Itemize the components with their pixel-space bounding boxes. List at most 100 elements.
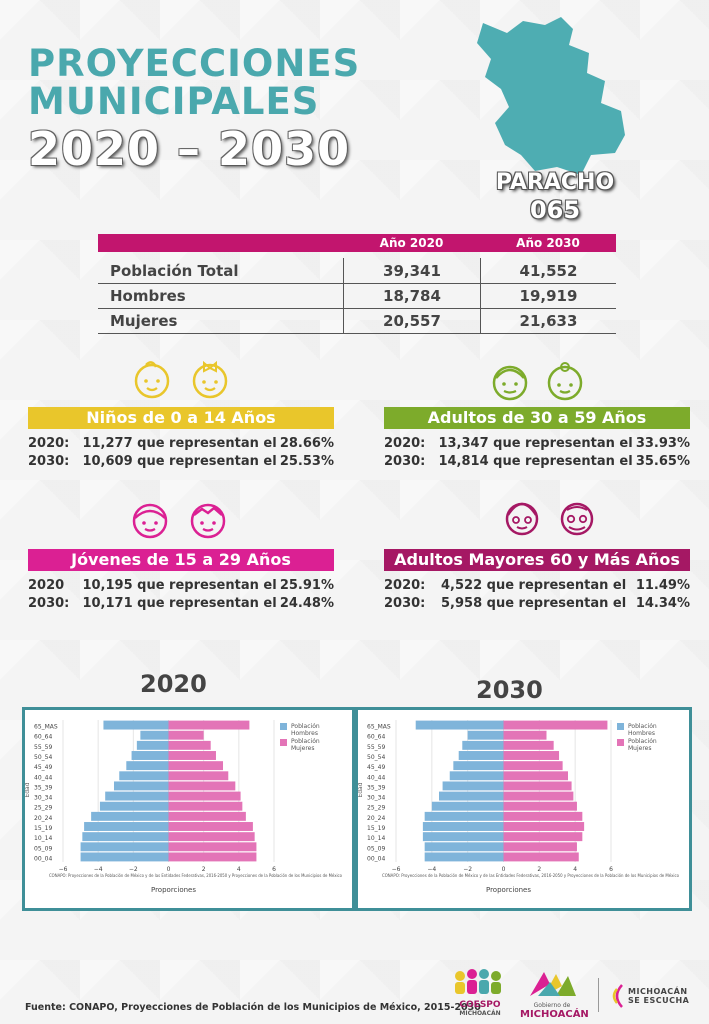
x-tick-label: −4 [427, 866, 436, 873]
gobierno-text: Gobierno de [533, 1002, 571, 1009]
line-percent: 35.65% [635, 454, 690, 469]
gobierno-michoacan-logo: Gobierno de MICHOACÁN [520, 968, 589, 1020]
bar-hombres [119, 771, 169, 781]
young-boy-icon [190, 503, 226, 539]
y-tick-label: 05_09 [34, 845, 52, 852]
elderly-man-icon [560, 502, 594, 536]
bar-mujeres [503, 730, 547, 740]
x-tick-label: −4 [94, 866, 103, 873]
bar-mujeres [503, 801, 577, 811]
line-text: 10,171 que representan el [82, 596, 277, 611]
bar-hombres [458, 751, 504, 760]
bar-mujeres [503, 771, 568, 781]
line-percent: 33.93% [635, 436, 690, 451]
line-text: 10,195 que representan el [82, 578, 277, 593]
bar-mujeres [503, 761, 563, 771]
age-group-adultos: Adultos de 30 a 59 Años 2020: 13,347 que… [384, 407, 690, 472]
y-tick-label: 65_MAS [367, 724, 391, 731]
y-tick-label: 20_24 [34, 815, 52, 822]
age-group-jovenes: Jóvenes de 15 a 29 Años 2020 10,195 que … [28, 549, 334, 614]
line-year: 2020: [28, 436, 70, 451]
bar-mujeres [503, 720, 608, 730]
bar-mujeres [503, 781, 572, 791]
bar-mujeres [503, 852, 579, 862]
bar-hombres [462, 740, 504, 750]
bar-mujeres [503, 751, 560, 760]
y-tick-label: 55_59 [34, 744, 52, 751]
chart-source-note: CONAPO: Proyecciones de la Población de … [49, 873, 342, 878]
bar-mujeres [168, 801, 243, 811]
pyramid-chart-2020: −6 −4 −2 0 2 4 6 00_04 05_09 10_14 15_19 20_24 25_29… [22, 707, 355, 911]
y-axis-label: Edad [358, 782, 364, 797]
chart-title-2020: 2020 [140, 670, 207, 698]
line-text: 11,277 que representan el [82, 436, 277, 451]
age-group-title: Jóvenes de 15 a 29 Años [28, 549, 334, 571]
y-tick-label: 50_54 [367, 754, 385, 761]
michoacan-se-escucha-logo: MICHOACÁN SE ESCUCHA [608, 978, 708, 1014]
source-note: Fuente: CONAPO, Proyecciones de Població… [25, 1002, 481, 1013]
age-group-ninos: Niños de 0 a 14 Años 2020: 11,277 que re… [28, 407, 334, 472]
age-group-line: 2030: 5,958 que representan el 14.34% [384, 596, 690, 614]
bar-hombres [422, 832, 504, 842]
line-year: 2030: [28, 596, 70, 611]
x-tick-label: 6 [609, 866, 613, 873]
adult-man-icon [492, 365, 528, 401]
y-tick-label: 45_49 [34, 764, 52, 771]
line-year: 2030: [384, 596, 426, 611]
se-escucha-line1: MICHOACÁN [628, 987, 688, 996]
y-tick-label: 35_39 [34, 784, 52, 791]
x-tick-label: 0 [502, 866, 506, 873]
x-tick-label: −2 [463, 866, 472, 873]
row-label: Hombres [110, 287, 186, 305]
age-group-line: 2020: 11,277 que representan el 28.66% [28, 436, 334, 454]
y-tick-label: 30_34 [367, 795, 385, 802]
bar-mujeres [168, 822, 253, 831]
logo-divider [598, 978, 599, 1012]
x-axis-label: Proporciones [486, 886, 531, 894]
population-table-header: Año 2020 Año 2030 [98, 234, 616, 252]
line-percent: 28.66% [279, 436, 334, 451]
bar-hombres [467, 730, 504, 740]
bar-hombres [113, 781, 169, 791]
x-tick-label: 0 [167, 866, 171, 873]
y-tick-label: 35_39 [367, 784, 385, 791]
bar-hombres [453, 761, 504, 771]
x-tick-label: 2 [537, 866, 541, 873]
y-tick-label: 50_54 [34, 754, 52, 761]
bar-hombres [103, 720, 169, 730]
bar-mujeres [168, 730, 204, 740]
y-tick-label: 05_09 [367, 845, 385, 852]
pyramid-svg-2030: −6 −4 −2 0 2 4 6 00_04 05_09 10_14 15_19 20_24 25_29… [358, 720, 679, 894]
legend-label-hombres: Población [291, 723, 320, 730]
se-escucha-line2: SE ESCUCHA [628, 996, 690, 1005]
y-tick-label: 60_64 [367, 734, 385, 741]
y-tick-label: 00_04 [34, 855, 52, 862]
legend-swatch-hombres [280, 723, 287, 730]
bar-mujeres [503, 842, 577, 852]
bar-mujeres [503, 832, 583, 842]
y-tick-label: 10_14 [34, 835, 52, 842]
line-text: 10,609 que representan el [82, 454, 277, 469]
y-tick-label: 45_49 [367, 764, 385, 771]
bar-hombres [431, 801, 504, 811]
michoacan-emblem-icon [530, 972, 576, 996]
x-tick-label: −2 [129, 866, 138, 873]
municipality-map [477, 17, 625, 175]
age-group-line: 2020: 4,522 que representan el 11.49% [384, 578, 690, 596]
legend-label-hombres: Población [628, 723, 657, 730]
value-2020: 20,557 [343, 309, 480, 333]
bar-hombres [82, 832, 169, 842]
bar-hombres [422, 822, 504, 831]
value-2030: 41,552 [480, 258, 616, 283]
row-label: Mujeres [110, 312, 178, 330]
value-2030: 21,633 [480, 309, 616, 333]
bar-hombres [449, 771, 504, 781]
row-label: Población Total [110, 261, 239, 280]
table-row: Mujeres 20,557 21,633 [98, 308, 616, 333]
x-tick-label: −6 [59, 866, 68, 873]
coespo-text: COESPO [459, 1000, 501, 1010]
michoacan-text: MICHOACÁN [520, 1009, 589, 1020]
bar-hombres [80, 852, 169, 862]
age-group-mayores: Adultos Mayores 60 y Más Años 2020: 4,52… [384, 549, 690, 614]
bar-mujeres [168, 791, 241, 801]
